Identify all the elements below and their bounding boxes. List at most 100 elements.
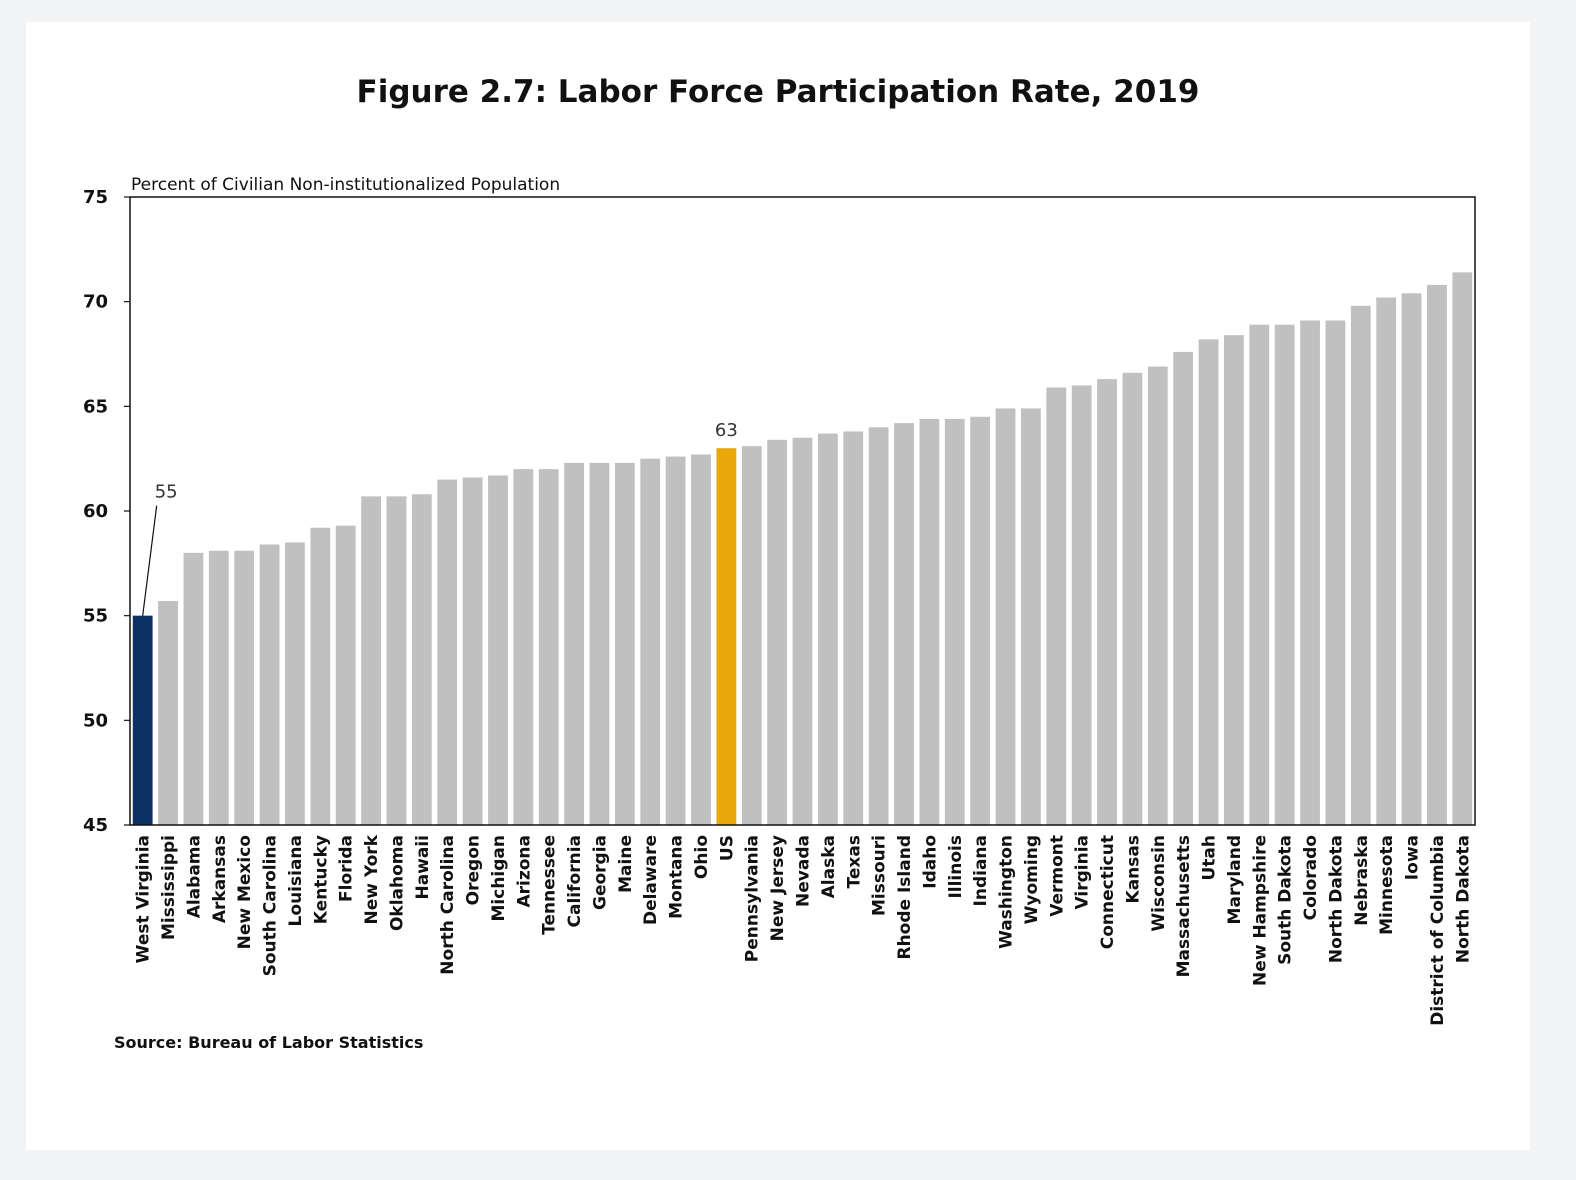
bar — [132, 615, 153, 825]
category-label: North Dakota — [1326, 835, 1346, 963]
category-label: Colorado — [1301, 835, 1321, 920]
category-label: Massachusetts — [1174, 835, 1194, 977]
category-label: Texas — [844, 835, 864, 888]
category-label: New Jersey — [768, 835, 788, 941]
bar — [716, 448, 737, 825]
bar — [386, 496, 407, 825]
y-tick-label: 65 — [83, 396, 108, 417]
category-label: Indiana — [971, 835, 991, 906]
bar — [1325, 320, 1346, 825]
data-label: 63 — [715, 420, 738, 441]
bar — [665, 456, 686, 825]
category-label: Georgia — [590, 835, 610, 910]
category-label: Oklahoma — [387, 835, 407, 931]
category-label: Virginia — [1073, 835, 1093, 909]
data-labels: 55 63 — [142, 420, 738, 616]
category-labels: West Virginia Mississippi Alabama Arkansas N… — [134, 834, 1474, 1025]
y-ticks: 45 50 55 60 65 70 75 — [83, 187, 130, 836]
bar — [589, 462, 610, 825]
bar — [1427, 284, 1447, 825]
category-label: Missouri — [870, 835, 890, 916]
category-label: Nevada — [794, 835, 814, 907]
bar — [792, 437, 813, 825]
category-label: Montana — [667, 835, 687, 919]
bar — [158, 601, 178, 825]
category-label: Rhode Island — [895, 835, 915, 960]
category-label: New York — [362, 834, 382, 924]
bar — [285, 542, 305, 825]
category-label: South Carolina — [261, 835, 281, 976]
chart-card: Figure 2.7: Labor Force Participation Ra… — [26, 22, 1530, 1150]
category-label: Wyoming — [1022, 835, 1042, 924]
plot-area-frame — [129, 196, 1476, 826]
category-label: Arkansas — [210, 835, 230, 923]
bars — [132, 272, 1473, 826]
chart-svg: Figure 2.7: Labor Force Participation Ra… — [83, 74, 1476, 1052]
bar — [868, 427, 889, 825]
bar — [234, 550, 255, 825]
bar — [767, 439, 788, 825]
category-label: Minnesota — [1377, 835, 1397, 935]
category-label: Iowa — [1403, 835, 1423, 880]
category-label: Maryland — [1225, 835, 1245, 924]
category-label: Wisconsin — [1149, 835, 1169, 932]
category-label: Illinois — [946, 835, 966, 899]
bar — [970, 416, 991, 825]
category-label: Delaware — [641, 835, 661, 925]
category-label: Michigan — [489, 835, 509, 922]
category-label: US — [717, 835, 737, 861]
y-tick-label: 45 — [83, 815, 108, 836]
bar — [513, 469, 534, 825]
bar — [208, 550, 229, 825]
category-label: Kentucky — [311, 835, 331, 924]
bar — [741, 446, 762, 825]
bar — [259, 544, 280, 825]
bar — [1046, 387, 1067, 825]
bar — [817, 433, 838, 825]
bar — [462, 477, 483, 825]
category-label: Kansas — [1123, 835, 1143, 903]
category-label: Louisiana — [286, 835, 306, 926]
category-label: Pennsylvania — [743, 835, 763, 962]
y-tick-label: 60 — [83, 501, 108, 522]
y-axis-label: Percent of Civilian Non-institutionalize… — [131, 175, 560, 195]
bar — [411, 494, 432, 825]
category-label: South Dakota — [1276, 835, 1296, 965]
bar — [1147, 366, 1168, 825]
bar — [894, 423, 914, 825]
bar — [1224, 335, 1244, 825]
bar — [564, 462, 585, 825]
category-label: Tennessee — [540, 835, 560, 935]
source-note: Source: Bureau of Labor Statistics — [114, 1033, 423, 1052]
y-tick-label: 55 — [83, 606, 108, 627]
bar — [1376, 297, 1397, 826]
category-label: Alabama — [184, 835, 204, 918]
category-label: Idaho — [920, 835, 940, 889]
category-label: New Hampshire — [1250, 835, 1270, 986]
bar — [183, 552, 204, 825]
bar — [310, 527, 331, 825]
category-label: Florida — [337, 835, 357, 902]
bar — [1020, 408, 1041, 825]
bar — [1122, 372, 1143, 825]
y-tick-label: 70 — [83, 292, 108, 313]
bar — [944, 418, 965, 825]
bar — [919, 418, 940, 825]
category-label: North Dakota — [1453, 835, 1473, 963]
bar — [1300, 320, 1320, 825]
category-label: Utah — [1200, 835, 1220, 881]
bar — [640, 458, 661, 825]
category-label: New Mexico — [235, 835, 255, 949]
category-label: North Carolina — [438, 835, 458, 975]
data-label: 55 — [155, 482, 178, 503]
category-label: Nebraska — [1352, 835, 1372, 926]
category-label: West Virginia — [134, 835, 154, 963]
bar — [361, 496, 381, 825]
category-label: Arizona — [514, 835, 534, 908]
bar — [437, 479, 458, 825]
category-label: Mississippi — [159, 835, 179, 940]
bar — [488, 475, 508, 825]
category-label: Connecticut — [1098, 835, 1118, 949]
category-label: Hawaii — [413, 835, 433, 900]
category-label: Alaska — [819, 835, 839, 898]
